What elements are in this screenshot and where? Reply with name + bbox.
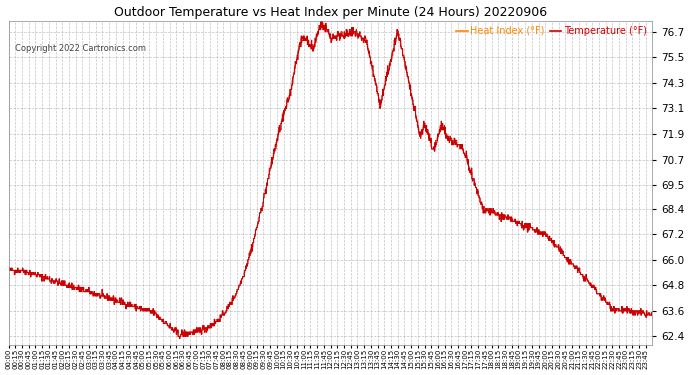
Line: Heat Index (°F): Heat Index (°F) bbox=[8, 21, 652, 339]
Heat Index (°F) bbox=[220, 313, 228, 317]
Temperature (°F) bbox=[148, 311, 156, 315]
Temperature (°F) bbox=[431, 142, 440, 147]
Heat Index (°F) bbox=[648, 311, 656, 315]
Temperature (°F) bbox=[4, 268, 12, 273]
Temperature (°F) bbox=[175, 336, 184, 341]
Legend: Heat Index (°F), Temperature (°F): Heat Index (°F), Temperature (°F) bbox=[456, 26, 647, 36]
Heat Index (°F) bbox=[148, 311, 156, 315]
Heat Index (°F) bbox=[431, 138, 440, 142]
Heat Index (°F) bbox=[317, 19, 325, 23]
Line: Temperature (°F): Temperature (°F) bbox=[8, 26, 652, 339]
Temperature (°F) bbox=[132, 309, 140, 313]
Heat Index (°F) bbox=[132, 309, 140, 313]
Text: Copyright 2022 Cartronics.com: Copyright 2022 Cartronics.com bbox=[15, 44, 146, 53]
Heat Index (°F) bbox=[573, 264, 581, 268]
Heat Index (°F) bbox=[4, 268, 12, 273]
Heat Index (°F) bbox=[515, 221, 524, 226]
Temperature (°F) bbox=[648, 311, 656, 315]
Title: Outdoor Temperature vs Heat Index per Minute (24 Hours) 20220906: Outdoor Temperature vs Heat Index per Mi… bbox=[114, 6, 547, 18]
Temperature (°F) bbox=[573, 264, 581, 268]
Heat Index (°F) bbox=[175, 336, 184, 341]
Temperature (°F) bbox=[317, 23, 325, 28]
Temperature (°F) bbox=[515, 221, 524, 226]
Temperature (°F) bbox=[220, 313, 228, 317]
